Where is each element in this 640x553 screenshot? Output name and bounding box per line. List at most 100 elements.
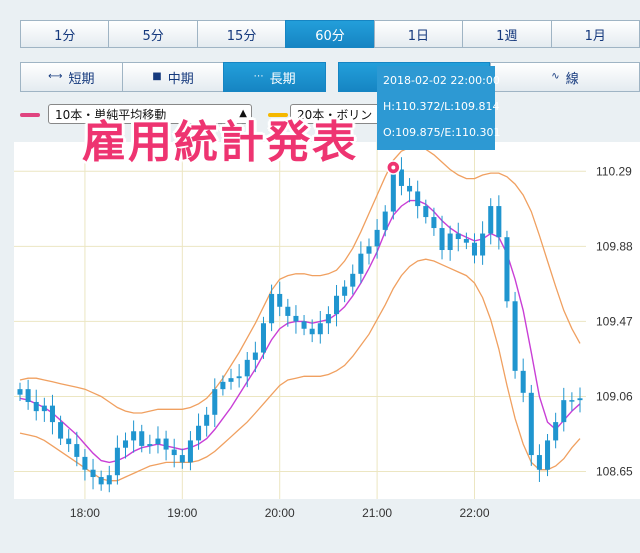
candle: [301, 315, 307, 336]
candle: [122, 432, 129, 459]
moving-average-line: [19, 199, 581, 464]
candle: [285, 298, 291, 327]
candle: [480, 221, 486, 265]
tooltip-open-close: O:109.875/E:110.301: [383, 126, 501, 139]
candle-body: [350, 273, 356, 287]
candle-body: [309, 328, 315, 335]
expand-arrows-icon: ⟷: [48, 71, 63, 82]
candle: [439, 215, 445, 260]
candle-body: [66, 438, 72, 445]
candle-body: [536, 455, 542, 470]
candle: [171, 438, 177, 468]
bollinger-lower-line: [19, 258, 581, 482]
candles: [17, 157, 583, 493]
tab-1min[interactable]: 1分: [20, 20, 109, 48]
ma1-color-swatch: [20, 113, 40, 117]
tab-15min[interactable]: 15分: [196, 20, 286, 48]
tab-1month[interactable]: 1月: [550, 20, 640, 48]
candle-body: [512, 301, 518, 371]
candle: [98, 470, 104, 491]
candle-body: [212, 389, 218, 415]
candle-body: [155, 438, 161, 445]
candle-body: [17, 389, 23, 395]
candle: [260, 316, 266, 359]
candle-body: [439, 228, 445, 251]
candle: [66, 429, 72, 452]
ma2-select[interactable]: 20本・ボリン: [290, 104, 390, 124]
mid-term-button[interactable]: ■ 中期: [121, 62, 224, 92]
short-term-label: 短期: [68, 71, 95, 87]
candle-body: [553, 422, 559, 441]
candle-body: [569, 400, 575, 402]
candle: [496, 195, 502, 250]
candle: [58, 415, 64, 445]
tab-60min[interactable]: 60分: [285, 20, 374, 48]
candle-body: [171, 449, 177, 456]
candle-body: [41, 405, 47, 412]
candle-body: [301, 321, 307, 329]
dots-arrows-icon: ⋯: [253, 71, 264, 82]
candle-body: [520, 370, 526, 393]
candle: [561, 387, 567, 432]
ma1-select[interactable]: 10本・単純平均移動 ▲: [48, 104, 252, 124]
candle: [17, 382, 23, 402]
candle: [277, 281, 283, 317]
candle: [334, 284, 340, 327]
candle: [536, 444, 542, 482]
candle-body: [455, 233, 461, 240]
candle: [553, 412, 559, 449]
y-tick-label-1: 109.88: [596, 239, 633, 253]
y-axis-background: [586, 142, 640, 499]
candle: [325, 306, 331, 335]
candle: [33, 389, 39, 421]
candle-body: [325, 314, 331, 324]
candle-body: [82, 456, 88, 470]
candle: [577, 387, 583, 413]
candle: [455, 222, 461, 252]
candle-body: [415, 191, 421, 207]
candle-body: [334, 295, 340, 315]
long-term-button[interactable]: ⋯ 長期: [223, 62, 327, 92]
candle: [415, 180, 421, 219]
candle-body: [196, 425, 202, 441]
y-tick-label-0: 110.29: [596, 164, 632, 178]
candle: [25, 379, 31, 410]
candle-body: [277, 293, 283, 307]
candle: [106, 465, 112, 493]
event-marker: [386, 160, 401, 175]
candle-body: [447, 233, 453, 251]
bollinger-upper-line: [19, 146, 581, 414]
candle-body: [398, 169, 404, 186]
candle: [244, 351, 250, 388]
candle: [114, 435, 120, 485]
candle: [49, 394, 55, 435]
candle-body: [90, 469, 96, 478]
tab-5min[interactable]: 5分: [108, 20, 197, 48]
candle-body: [488, 206, 494, 234]
tab-1day[interactable]: 1日: [373, 20, 463, 48]
candle: [309, 319, 315, 343]
candle: [407, 178, 413, 203]
candle: [163, 430, 169, 461]
candle: [569, 392, 575, 411]
candle: [212, 378, 218, 428]
candle: [204, 406, 210, 437]
candle-body: [480, 233, 486, 256]
timeframe-tabs: 1分 5分 15分 60分 1日 1週 1月: [20, 20, 640, 50]
ma2-color-swatch: [268, 113, 288, 117]
headline-annotation: 雇用統計発表: [82, 117, 358, 168]
candle-body: [561, 400, 567, 423]
candle: [220, 375, 226, 396]
tab-1week[interactable]: 1週: [462, 20, 551, 48]
candle-body: [33, 401, 39, 412]
mid-term-label: 中期: [167, 71, 194, 87]
candle-body: [106, 475, 112, 485]
candle-body: [228, 378, 234, 382]
line-chart-button[interactable]: ∿ 線: [490, 62, 640, 92]
y-tick-label-2: 109.47: [596, 314, 633, 328]
moving-average-selectors: 10本・単純平均移動 ▲ 20本・ボリン: [20, 104, 640, 126]
candle-body: [342, 286, 348, 296]
plot-background: [14, 142, 586, 499]
short-term-button[interactable]: ⟷ 短期: [20, 62, 122, 92]
candle: [187, 431, 193, 471]
